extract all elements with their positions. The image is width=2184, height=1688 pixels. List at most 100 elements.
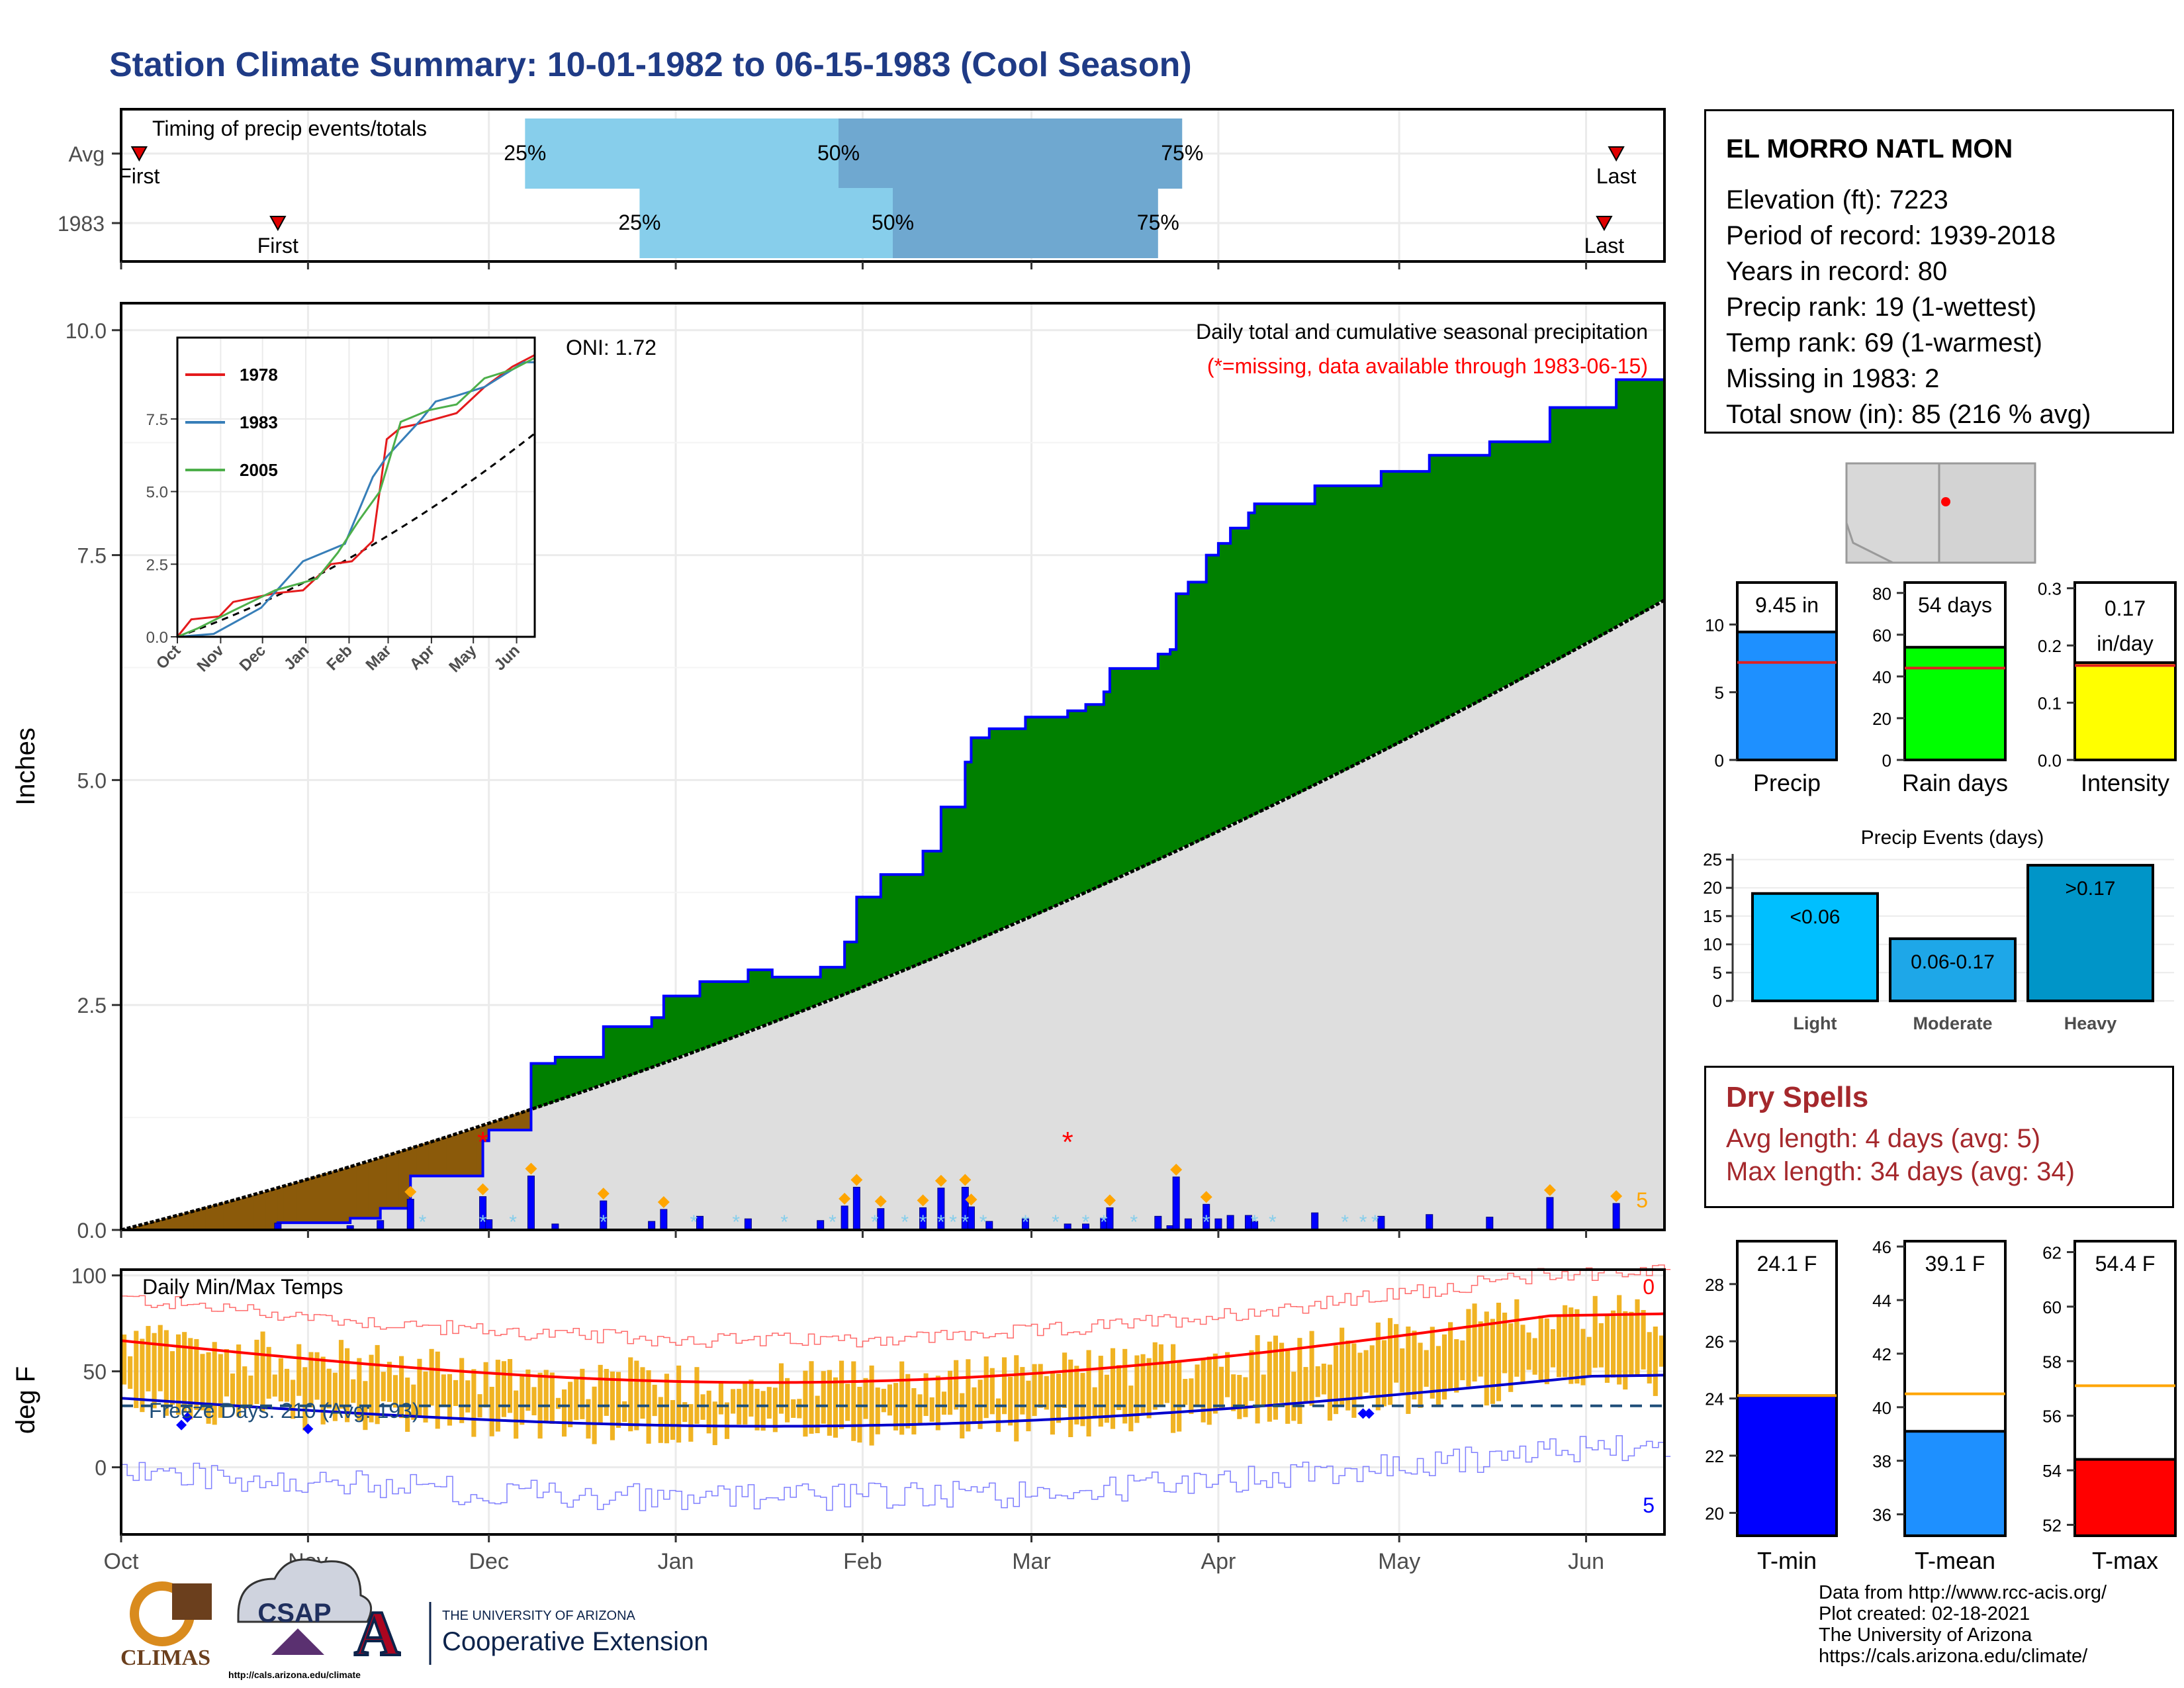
timing-pct-label: 25% (618, 211, 660, 234)
temp-bar-tick-label: 24 (1705, 1389, 1724, 1409)
heavy-event-marker (839, 1192, 851, 1205)
below-normal-segment (525, 1110, 532, 1131)
daily-temp-bar (615, 1372, 621, 1428)
temp-bar-tick-label: 38 (1872, 1452, 1891, 1472)
daily-temp-bar (1309, 1331, 1314, 1406)
daily-temp-bar (1430, 1327, 1435, 1399)
events-bar-inner-label: >0.17 (2066, 878, 2116, 900)
above-normal-segment (1411, 471, 1418, 735)
temp-bar-tick-label: 22 (1705, 1446, 1724, 1466)
summary-bar-tick-label: 0.1 (2038, 694, 2062, 714)
daily-temp-bar (1267, 1341, 1272, 1422)
above-normal-segment (579, 1057, 586, 1092)
above-normal-segment (1001, 728, 1008, 929)
daily-temp-bar (375, 1344, 380, 1425)
timing-pct-label: 25% (504, 141, 546, 165)
above-normal-segment (772, 977, 779, 1022)
ua-small-text: THE UNIVERSITY OF ARIZONA (442, 1609, 636, 1623)
heavy-event-marker (874, 1195, 887, 1207)
above-normal-segment (1459, 455, 1466, 710)
daily-temp-bar (1563, 1305, 1568, 1378)
above-normal-segment (1586, 407, 1593, 642)
avg-max-line (120, 1312, 1665, 1384)
above-normal-segment (621, 1026, 628, 1078)
below-normal-segment (434, 1139, 441, 1176)
daily-temp-bar (1158, 1344, 1163, 1405)
heavy-event-marker (850, 1174, 863, 1186)
daily-temp-bar (1641, 1310, 1646, 1370)
record-max-line (121, 1264, 1671, 1348)
above-normal-segment (1242, 528, 1250, 819)
daily-temp-bar (182, 1332, 187, 1413)
snow-marker: * (509, 1211, 517, 1233)
daily-temp-bar (555, 1397, 561, 1409)
heavy-event-marker (1610, 1190, 1623, 1202)
summary-bar-tick-label: 60 (1872, 626, 1891, 645)
timing-row-label: Avg (68, 142, 105, 166)
below-normal-segment (193, 1210, 201, 1230)
daily-temp-bar (1544, 1318, 1549, 1385)
daily-temp-bar (411, 1384, 416, 1420)
daily-temp-bar (1218, 1366, 1224, 1410)
csap-url: http://cals.arizona.edu/climate (228, 1669, 361, 1680)
below-normal-segment (320, 1174, 327, 1223)
record-low-marker (1363, 1408, 1375, 1419)
below-normal-segment (205, 1207, 212, 1230)
ua-big-text: Cooperative Extension (442, 1627, 708, 1656)
station-elevation: Elevation (ft): 7223 (1726, 185, 1948, 214)
daily-temp-bar (1659, 1335, 1664, 1367)
daily-temp-bar (1526, 1332, 1531, 1370)
above-normal-segment (1369, 485, 1376, 757)
daily-temp-bar (459, 1358, 465, 1423)
station-missing: Missing in 1983: 2 (1726, 364, 1940, 393)
above-normal-segment (1489, 442, 1496, 694)
above-normal-segment (1556, 407, 1563, 659)
below-normal-segment (265, 1190, 273, 1230)
dry-spells-panel: Dry Spells Avg length: 4 days (avg: 5) M… (1704, 1066, 2174, 1208)
daily-precip-bar (527, 1175, 535, 1231)
daily-temp-bar (1285, 1349, 1291, 1424)
daily-temp-bar (1538, 1315, 1543, 1380)
temp-bar-label: T-max (2092, 1547, 2158, 1574)
above-normal-segment (1055, 717, 1062, 905)
temp-border (120, 1268, 1666, 1536)
daily-temp-bar (471, 1369, 477, 1437)
record-low-count: 5 (1643, 1493, 1655, 1517)
above-normal-segment (880, 874, 887, 979)
events-bar-label: Light (1794, 1013, 1837, 1033)
daily-precip-bar (1426, 1214, 1433, 1231)
below-normal-segment (446, 1136, 453, 1176)
summary-bar-tick-label: 0.0 (2038, 751, 2062, 771)
daily-temp-bar (369, 1354, 374, 1423)
daily-temp-bar (1418, 1342, 1423, 1408)
daily-temp-bar (1140, 1354, 1146, 1415)
daily-precip-bar (817, 1220, 825, 1231)
daily-temp-bar (381, 1372, 386, 1401)
daily-temp-bar (833, 1377, 839, 1438)
events-tick-label: 0 (1713, 991, 1722, 1011)
daily-temp-bar (1598, 1323, 1604, 1368)
precip-y-tick-label: 5.0 (77, 769, 107, 792)
map-station-marker (1941, 497, 1950, 506)
daily-temp-bar (543, 1370, 549, 1421)
daily-temp-bar (1032, 1364, 1037, 1417)
daily-temp-bar (320, 1356, 326, 1425)
daily-temp-bar (212, 1342, 217, 1425)
timing-pct-label: 50% (817, 141, 860, 165)
daily-temp-bar (508, 1359, 513, 1413)
above-normal-segment (639, 1026, 647, 1071)
daily-temp-bar (1212, 1353, 1218, 1414)
climas-logo-shape (172, 1583, 212, 1620)
daily-temp-bar (392, 1375, 398, 1408)
daily-temp-bar (1653, 1326, 1658, 1396)
daily-temp-bar (236, 1344, 242, 1417)
daily-temp-bar (514, 1390, 519, 1439)
below-normal-segment (404, 1149, 411, 1209)
daily-temp-bar (1128, 1385, 1134, 1432)
below-normal-segment (410, 1147, 417, 1176)
daily-temp-bar (1001, 1357, 1007, 1415)
above-normal-segment (953, 807, 960, 949)
daily-temp-bar (941, 1391, 946, 1415)
temp-bar-tick-label: 42 (1872, 1344, 1891, 1364)
missing-data-marker: * (1062, 1126, 1073, 1158)
